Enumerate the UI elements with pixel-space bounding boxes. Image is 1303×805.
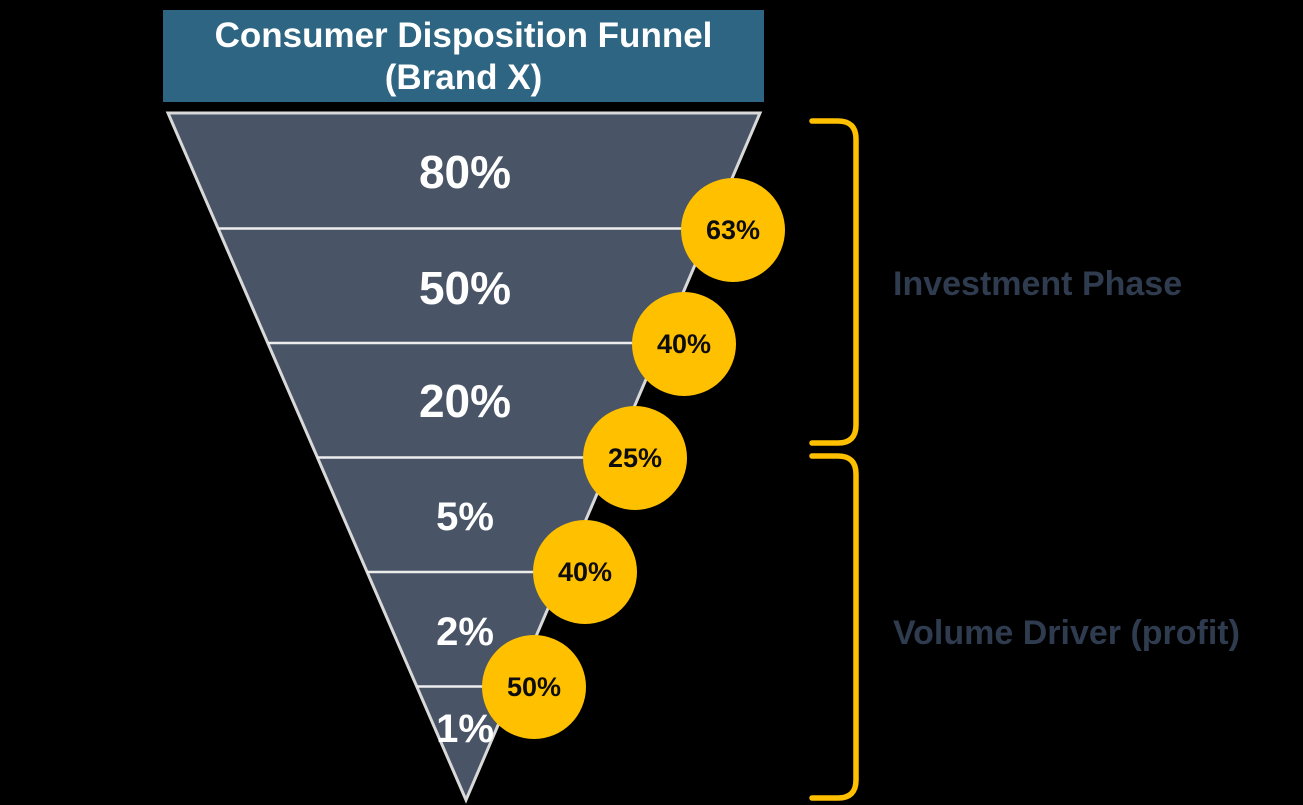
conversion-circle-shape (533, 520, 637, 624)
conversion-label: 25% (608, 443, 662, 473)
conversion-circle-5: 50% (482, 635, 586, 739)
conversion-label: 63% (706, 215, 760, 245)
conversion-circle-4: 40% (533, 520, 637, 624)
funnel-title-line-2: (Brand X) (384, 58, 543, 97)
investment-phase-label: Investment Phase (893, 265, 1182, 303)
conversion-circle-shape (681, 178, 785, 282)
funnel-stage-label-1: 80% (419, 146, 511, 198)
conversion-circle-3: 25% (583, 406, 687, 510)
volume-driver-label: Volume Driver (profit) (893, 614, 1240, 652)
conversion-label: 40% (657, 329, 711, 359)
conversion-circle-1: 63% (681, 178, 785, 282)
conversion-circle-shape (482, 635, 586, 739)
volume-driver-bracket (809, 453, 859, 801)
conversion-circle-2: 40% (632, 292, 736, 396)
conversion-circle-shape (583, 406, 687, 510)
conversion-label: 50% (507, 672, 561, 702)
funnel-stage-label-3: 20% (419, 375, 511, 427)
funnel-title-line-1: Consumer Disposition Funnel (214, 16, 713, 55)
funnel-stage-label-6: 1% (436, 707, 494, 751)
funnel-stage-label-4: 5% (436, 495, 494, 539)
conversion-label: 40% (558, 557, 612, 587)
investment-phase-bracket (809, 118, 859, 446)
conversion-circle-shape (632, 292, 736, 396)
funnel-stage-label-2: 50% (419, 262, 511, 314)
funnel-stage-label-5: 2% (436, 610, 494, 654)
funnel-title-box: Consumer Disposition Funnel (Brand X) (163, 10, 764, 102)
